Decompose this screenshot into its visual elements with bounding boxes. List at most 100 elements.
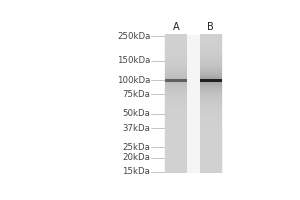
Bar — [165, 52, 187, 53]
Bar — [165, 42, 187, 43]
Bar — [165, 117, 187, 118]
Bar — [200, 93, 222, 94]
Bar — [165, 170, 187, 171]
Bar — [165, 100, 187, 101]
Bar — [200, 95, 222, 96]
Bar — [165, 60, 187, 61]
Bar — [165, 149, 187, 150]
Bar — [165, 46, 187, 47]
Bar — [165, 133, 187, 134]
Bar — [200, 79, 222, 80]
Bar — [200, 46, 222, 47]
Bar — [165, 160, 187, 161]
Bar — [200, 42, 222, 43]
Bar — [165, 63, 187, 64]
Bar — [200, 83, 222, 84]
Bar — [165, 157, 187, 158]
Bar — [200, 168, 222, 169]
Bar — [200, 123, 222, 124]
Bar — [165, 126, 187, 127]
Bar — [165, 145, 187, 146]
Bar — [200, 144, 222, 145]
Bar — [165, 79, 187, 80]
Bar — [165, 80, 187, 81]
Bar — [165, 62, 187, 63]
Bar — [165, 69, 187, 70]
Bar — [200, 44, 222, 45]
Bar — [165, 94, 187, 95]
Bar — [200, 166, 222, 167]
Bar — [200, 66, 222, 67]
Bar — [200, 64, 222, 65]
Bar — [200, 172, 222, 173]
Bar — [200, 38, 222, 39]
Bar — [165, 35, 187, 173]
Bar — [200, 59, 222, 60]
Bar — [200, 113, 222, 114]
Bar — [200, 101, 222, 102]
Bar — [165, 41, 187, 42]
Bar — [200, 155, 222, 156]
Bar — [165, 94, 187, 95]
Bar — [200, 108, 222, 109]
Bar — [165, 38, 187, 39]
Bar — [165, 106, 187, 107]
Bar — [200, 121, 222, 122]
Bar — [164, 35, 223, 173]
Bar — [200, 106, 222, 107]
Bar — [200, 132, 222, 133]
Bar — [165, 82, 187, 83]
Bar — [165, 109, 187, 110]
Bar — [165, 114, 187, 115]
Bar — [200, 55, 222, 56]
Bar — [200, 94, 222, 95]
Bar — [200, 81, 222, 82]
Bar — [165, 63, 187, 64]
Bar — [165, 101, 187, 102]
Bar — [200, 98, 222, 99]
Bar — [165, 34, 187, 35]
Bar — [200, 77, 222, 78]
Bar — [200, 152, 222, 153]
Bar — [200, 134, 222, 135]
Bar — [200, 138, 222, 139]
Bar — [165, 121, 187, 122]
Bar — [200, 156, 222, 157]
Bar — [200, 112, 222, 113]
Bar — [165, 169, 187, 170]
Bar — [200, 111, 222, 112]
Bar — [165, 123, 187, 124]
Bar — [165, 127, 187, 128]
Bar — [200, 34, 222, 35]
Bar — [200, 89, 222, 90]
Bar — [200, 62, 222, 63]
Bar — [165, 125, 187, 126]
Bar — [200, 69, 222, 70]
Bar — [165, 158, 187, 159]
Bar — [200, 37, 222, 38]
Bar — [200, 162, 222, 163]
Bar — [165, 137, 187, 138]
Bar — [165, 40, 187, 41]
Bar — [200, 139, 222, 140]
Bar — [165, 165, 187, 166]
Bar — [165, 162, 187, 163]
Bar — [200, 106, 222, 107]
Bar — [165, 151, 187, 152]
Bar — [165, 88, 187, 89]
Bar — [165, 54, 187, 55]
Bar — [200, 124, 222, 125]
Bar — [165, 93, 187, 94]
Bar — [200, 114, 222, 115]
Bar — [165, 139, 187, 140]
Bar — [165, 164, 187, 165]
Bar — [165, 91, 187, 92]
Bar — [200, 94, 222, 95]
Bar — [165, 100, 187, 101]
Bar — [200, 159, 222, 160]
Bar — [200, 56, 222, 57]
Bar — [200, 152, 222, 153]
Bar — [200, 97, 222, 98]
Bar — [165, 150, 187, 151]
Bar — [200, 149, 222, 150]
